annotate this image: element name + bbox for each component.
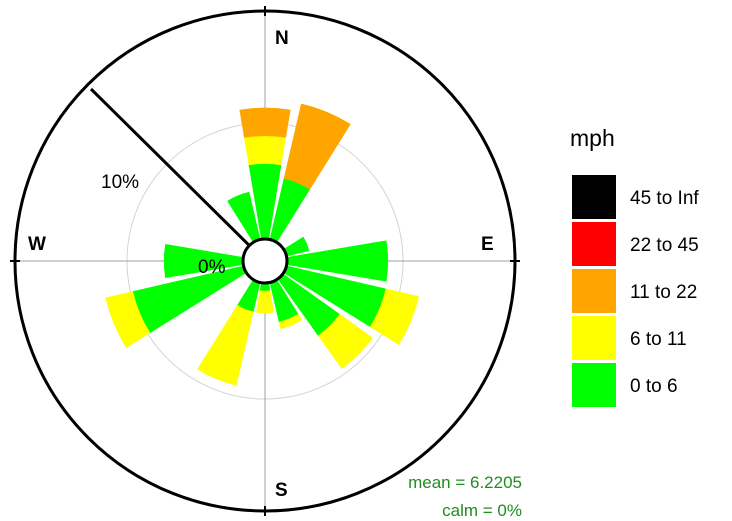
legend-swatch-11-to-22 xyxy=(572,269,616,313)
ring-label-10pct: 10% xyxy=(101,172,139,193)
legend-title: mph xyxy=(570,125,615,151)
wind-bars xyxy=(105,103,419,386)
legend-swatch-6-to-11 xyxy=(572,316,616,360)
bar-s-6-to-11 xyxy=(256,290,274,314)
bar-n-6-to-11 xyxy=(244,135,286,166)
legend-swatch-45-to-inf xyxy=(572,175,616,219)
compass-label-e: E xyxy=(481,234,494,255)
bar-wsw-6-to-11 xyxy=(105,291,151,349)
ring-label-line xyxy=(89,87,267,263)
bar-ene-0-to-6 xyxy=(283,236,310,257)
bar-nne-11-to-22 xyxy=(283,103,351,190)
bar-n-11-to-22 xyxy=(239,107,291,138)
legend: mph 45 to Inf 22 to 45 11 to 22 6 to 11 0 to… xyxy=(570,125,699,407)
bar-sse-6-to-11 xyxy=(278,313,303,330)
bar-ssw-6-to-11 xyxy=(197,304,254,386)
bar-se-6-to-11 xyxy=(317,313,373,369)
compass-label-s: S xyxy=(275,480,288,501)
legend-label-11-to-22: 11 to 22 xyxy=(630,282,697,303)
legend-swatch-0-to-6 xyxy=(572,363,616,407)
legend-label-45-to-inf: 45 to Inf xyxy=(630,188,699,209)
overlay: N S W E 10% 0% mean = 6.2205 calm = 0% xyxy=(10,6,522,520)
legend-label-22-to-45: 22 to 45 xyxy=(630,235,699,256)
compass-label-w: W xyxy=(28,234,46,255)
legend-label-0-to-6: 0 to 6 xyxy=(630,376,678,397)
legend-swatch-22-to-45 xyxy=(572,222,616,266)
ring-label-0pct: 0% xyxy=(198,257,226,278)
legend-label-6-to-11: 6 to 11 xyxy=(630,329,687,350)
mean-text: mean = 6.2205 xyxy=(408,473,522,492)
compass-label-n: N xyxy=(275,28,289,49)
calm-text: calm = 0% xyxy=(442,501,522,520)
calm-circle xyxy=(241,237,289,285)
bar-ese-6-to-11 xyxy=(369,288,419,345)
